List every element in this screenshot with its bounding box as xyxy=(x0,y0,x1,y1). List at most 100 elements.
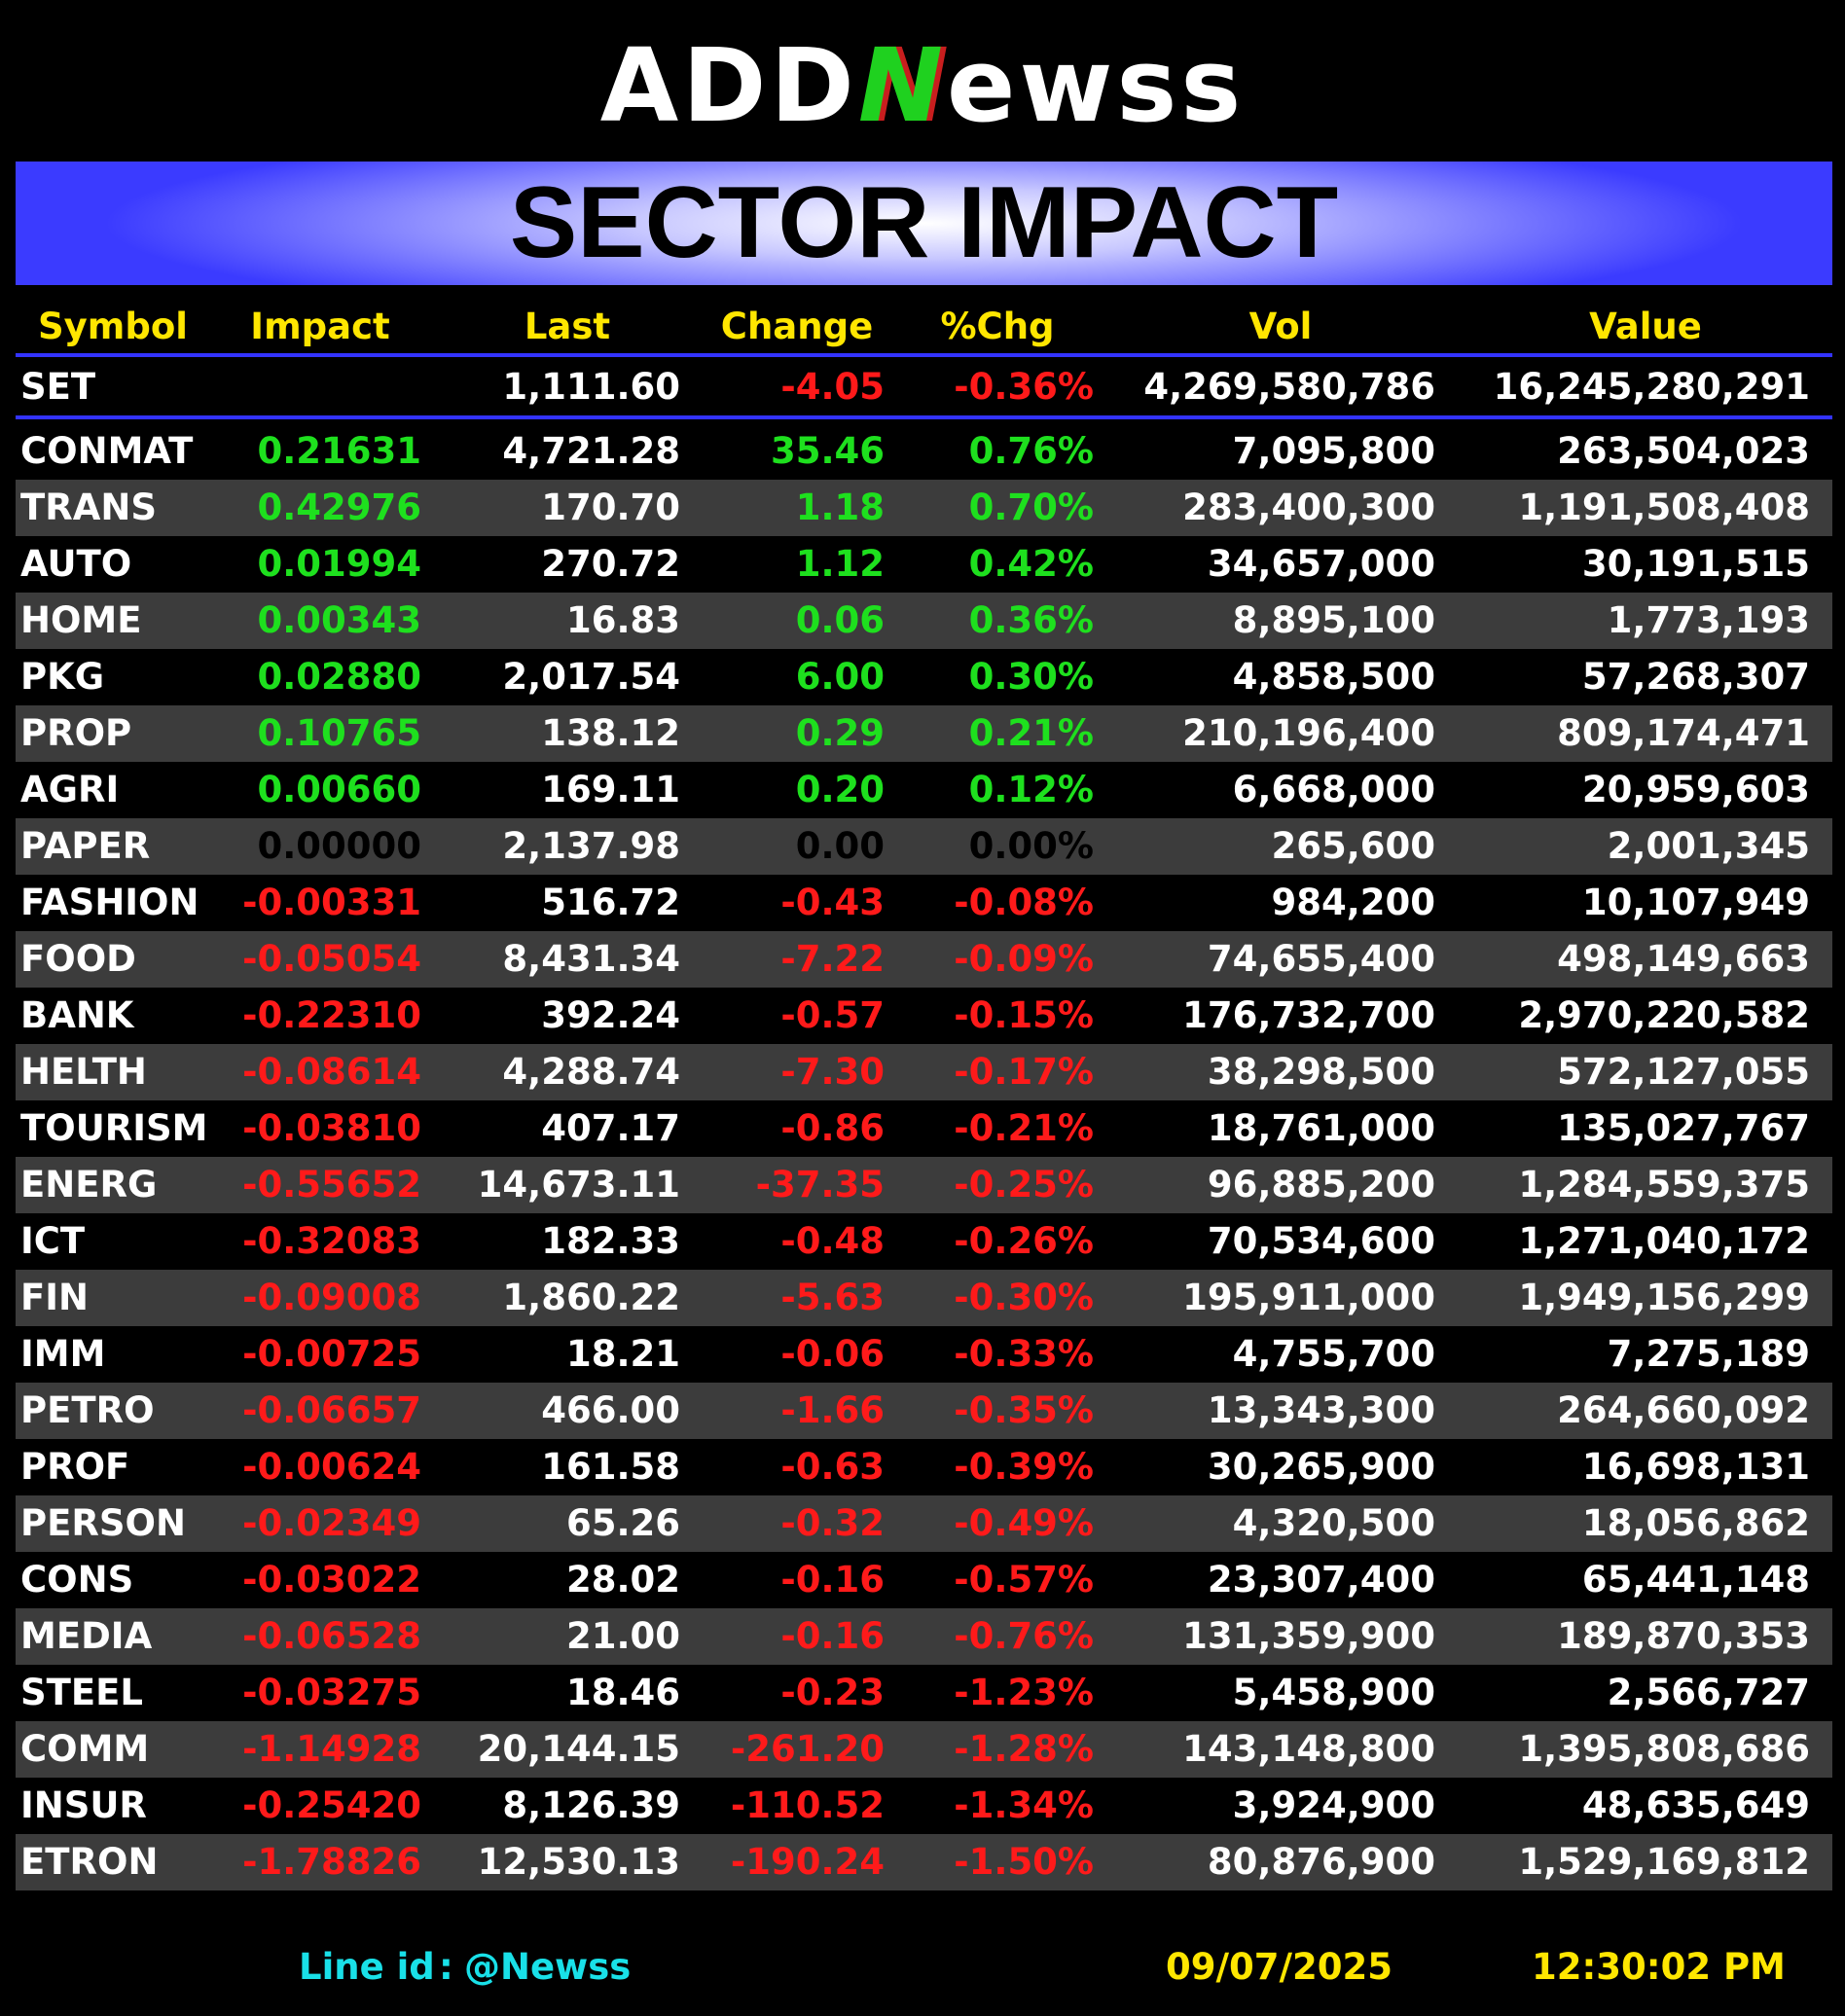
value-cell: 18,056,862 xyxy=(1581,1502,1810,1544)
last-cell: 12,530.13 xyxy=(477,1841,680,1883)
impact-cell: -0.00725 xyxy=(242,1333,421,1375)
last-cell: 4,288.74 xyxy=(502,1051,680,1093)
value-cell: 16,245,280,291 xyxy=(1493,366,1810,408)
volume-cell: 8,895,100 xyxy=(1232,599,1435,641)
volume-cell: 4,755,700 xyxy=(1232,1333,1435,1375)
symbol-cell: BANK xyxy=(20,994,134,1036)
column-header: Change xyxy=(720,306,874,347)
value-cell: 189,870,353 xyxy=(1557,1615,1810,1657)
table-row: TRANS 0.42976 170.70 1.18 0.70% 283,400,300 1,… xyxy=(16,480,1832,536)
table-row: PKG 0.02880 2,017.54 6.00 0.30% 4,858,500 57,2… xyxy=(16,649,1832,705)
last-cell: 2,017.54 xyxy=(502,656,680,698)
table-row: STEEL -0.03275 18.46 -0.23 -1.23% 5,458,900 2,… xyxy=(16,1665,1832,1721)
logo-part: ADD xyxy=(599,26,858,145)
value-cell: 1,529,169,812 xyxy=(1518,1841,1810,1883)
pct-change-cell: -0.26% xyxy=(954,1220,1094,1262)
last-cell: 18.21 xyxy=(565,1333,680,1375)
line-id: @Newss xyxy=(464,1946,632,1988)
pct-change-cell: 0.76% xyxy=(968,430,1094,472)
symbol-cell: COMM xyxy=(20,1728,150,1770)
value-cell: 1,773,193 xyxy=(1607,599,1810,641)
volume-cell: 23,307,400 xyxy=(1207,1559,1435,1601)
change-cell: 0.00 xyxy=(795,825,885,867)
symbol-cell: AGRI xyxy=(20,769,120,810)
pct-change-cell: -0.33% xyxy=(954,1333,1094,1375)
impact-cell: -0.32083 xyxy=(242,1220,421,1262)
table-row: PETRO -0.06657 466.00 -1.66 -0.35% 13,343,300… xyxy=(16,1383,1832,1439)
change-cell: -7.30 xyxy=(780,1051,885,1093)
value-cell: 2,970,220,582 xyxy=(1518,994,1810,1036)
symbol-cell: FOOD xyxy=(20,938,136,980)
impact-cell: -0.09008 xyxy=(242,1277,421,1318)
pct-change-cell: 0.21% xyxy=(968,712,1094,754)
volume-cell: 30,265,900 xyxy=(1207,1446,1435,1488)
last-cell: 8,126.39 xyxy=(502,1784,680,1826)
symbol-cell: CONS xyxy=(20,1559,134,1601)
separator-text: : xyxy=(439,1946,453,1988)
table-row: INSUR -0.25420 8,126.39 -110.52 -1.34% 3,924,… xyxy=(16,1778,1832,1834)
impact-cell: -0.00624 xyxy=(242,1446,421,1488)
pct-change-cell: -1.50% xyxy=(954,1841,1094,1883)
column-header: Value xyxy=(1589,306,1702,347)
symbol-cell: HELTH xyxy=(20,1051,147,1093)
date: 09/07/2025 xyxy=(1166,1946,1393,1988)
symbol-cell: ICT xyxy=(20,1220,86,1262)
impact-cell: 0.10765 xyxy=(257,712,421,754)
symbol-cell: PETRO xyxy=(20,1389,155,1431)
last-cell: 1,111.60 xyxy=(502,366,680,408)
last-cell: 169.11 xyxy=(541,769,680,810)
column-header: Last xyxy=(524,306,611,347)
volume-cell: 984,200 xyxy=(1271,882,1435,923)
impact-cell: -0.22310 xyxy=(242,994,421,1036)
impact-cell: -0.25420 xyxy=(242,1784,421,1826)
value-cell: 57,268,307 xyxy=(1581,656,1810,698)
value-cell: 10,107,949 xyxy=(1581,882,1810,923)
last-cell: 8,431.34 xyxy=(502,938,680,980)
volume-cell: 3,924,900 xyxy=(1232,1784,1435,1826)
symbol-cell: SET xyxy=(20,366,96,408)
table-row: COMM -1.14928 20,144.15 -261.20 -1.28% 143,14… xyxy=(16,1721,1832,1778)
time: 12:30:02 PM xyxy=(1532,1946,1786,1988)
pct-change-cell: -0.17% xyxy=(954,1051,1094,1093)
volume-cell: 18,761,000 xyxy=(1207,1107,1435,1149)
table-row: AGRI 0.00660 169.11 0.20 0.12% 6,668,000 20,95… xyxy=(16,762,1832,818)
change-cell: 35.46 xyxy=(770,430,885,472)
pct-change-cell: -1.23% xyxy=(954,1672,1094,1713)
change-cell: 0.06 xyxy=(795,599,885,641)
volume-cell: 4,269,580,786 xyxy=(1143,366,1435,408)
impact-cell: -0.03810 xyxy=(242,1107,421,1149)
impact-cell: -0.02349 xyxy=(242,1502,421,1544)
impact-cell: 0.01994 xyxy=(257,543,421,585)
value-cell: 65,441,148 xyxy=(1581,1559,1810,1601)
volume-cell: 70,534,600 xyxy=(1207,1220,1435,1262)
last-cell: 21.00 xyxy=(565,1615,680,1657)
symbol-cell: IMM xyxy=(20,1333,106,1375)
volume-cell: 34,657,000 xyxy=(1207,543,1435,585)
value-cell: 16,698,131 xyxy=(1581,1446,1810,1488)
volume-cell: 176,732,700 xyxy=(1182,994,1435,1036)
change-cell: -5.63 xyxy=(780,1277,885,1318)
value-cell: 809,174,471 xyxy=(1557,712,1810,754)
value-cell: 572,127,055 xyxy=(1557,1051,1810,1093)
last-cell: 161.58 xyxy=(541,1446,680,1488)
pct-change-cell: -0.15% xyxy=(954,994,1094,1036)
table-row: IMM -0.00725 18.21 -0.06 -0.33% 4,755,700 7,27… xyxy=(16,1326,1832,1383)
table-row: HELTH -0.08614 4,288.74 -7.30 -0.17% 38,298,5… xyxy=(16,1044,1832,1100)
change-cell: -0.16 xyxy=(780,1559,885,1601)
volume-cell: 38,298,500 xyxy=(1207,1051,1435,1093)
table-row: ICT -0.32083 182.33 -0.48 -0.26% 70,534,600 1,… xyxy=(16,1213,1832,1270)
last-cell: 1,860.22 xyxy=(502,1277,680,1318)
table-row: PROP 0.10765 138.12 0.29 0.21% 210,196,400 809… xyxy=(16,705,1832,762)
last-cell: 516.72 xyxy=(541,882,680,923)
impact-cell: -0.03275 xyxy=(242,1672,421,1713)
table-row: SET 1,111.60 -4.05 -0.36% 4,269,580,786 16,24… xyxy=(16,359,1832,415)
value-cell: 1,395,808,686 xyxy=(1518,1728,1810,1770)
pct-change-cell: -1.34% xyxy=(954,1784,1094,1826)
value-cell: 135,027,767 xyxy=(1557,1107,1810,1149)
pct-change-cell: 0.30% xyxy=(968,656,1094,698)
symbol-cell: ETRON xyxy=(20,1841,159,1883)
change-cell: -0.48 xyxy=(780,1220,885,1262)
change-cell: -0.63 xyxy=(780,1446,885,1488)
volume-cell: 283,400,300 xyxy=(1182,486,1435,528)
symbol-cell: ENERG xyxy=(20,1164,158,1206)
